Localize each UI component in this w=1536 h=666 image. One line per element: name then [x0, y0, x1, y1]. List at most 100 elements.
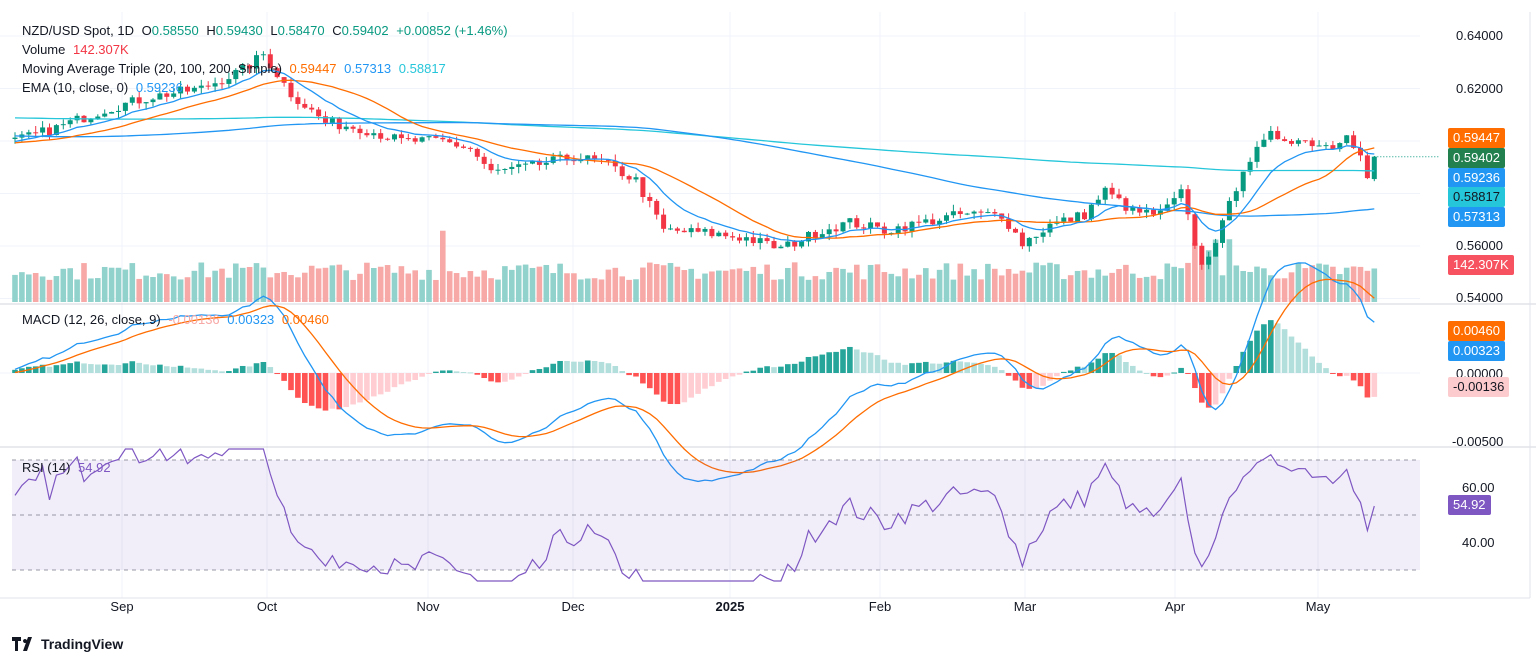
candle-body [1047, 223, 1053, 233]
macd-histogram-bar [1357, 373, 1364, 387]
macd-histogram-bar [1081, 366, 1088, 373]
candle-body [543, 162, 549, 165]
macd-histogram-bar [522, 373, 529, 374]
volume-bar [191, 270, 198, 302]
macd-tick: -0.00500 [1452, 434, 1504, 449]
candle-body [964, 213, 970, 215]
candle-body [1371, 156, 1377, 180]
macd-histogram-bar [384, 373, 391, 392]
candle-body [47, 127, 52, 136]
macd-histogram-bar [1054, 373, 1060, 377]
volume-bar [729, 269, 736, 302]
volume-bar [302, 272, 308, 302]
candle-body [1006, 218, 1012, 229]
macd-histogram-bar [274, 373, 280, 375]
candle-body [1075, 212, 1081, 222]
tradingview-logo[interactable]: TradingView [12, 636, 123, 652]
macd-histogram-bar [474, 373, 481, 375]
macd-histogram-bar [1288, 336, 1295, 373]
macd-histogram-bar [536, 368, 543, 373]
volume-bar [1019, 270, 1026, 302]
price-tick: 0.54000 [1456, 290, 1503, 305]
macd-tag: 0.00323 [1448, 341, 1505, 361]
volume-bar [1178, 268, 1184, 302]
volume-bar [571, 273, 577, 302]
candle-body [309, 107, 315, 110]
macd-histogram-bar [1130, 365, 1136, 373]
volume-bar [239, 267, 246, 302]
volume-bar [736, 268, 743, 302]
volume-bar [633, 279, 639, 302]
macd-histogram-bar [350, 373, 356, 405]
tradingview-logo-icon [12, 637, 32, 651]
macd-histogram-bar [1302, 348, 1309, 373]
macd-histogram-bar [260, 362, 267, 373]
candle-body [267, 54, 273, 69]
macd-histogram-bar [157, 364, 163, 373]
candle-body [750, 237, 756, 244]
candle-body [612, 160, 618, 167]
candle-body [661, 214, 667, 229]
candle-body [1351, 135, 1357, 148]
macd-histogram-bar [1309, 356, 1315, 373]
ema-legend[interactable]: EMA (10, close, 0) 0.59236 [22, 80, 183, 95]
volume-bar [653, 264, 660, 302]
macd-histogram-bar [1067, 370, 1074, 373]
volume-bar [322, 267, 329, 302]
candle-body [875, 222, 880, 227]
candle-body [1282, 139, 1288, 142]
close-price-tag: 0.59402 [1448, 148, 1505, 168]
volume-bar [1061, 279, 1067, 302]
macd-histogram-bar [985, 365, 991, 373]
low-value: 0.58470 [277, 23, 325, 38]
macd-histogram-bar [716, 373, 722, 382]
volume-bar [488, 278, 494, 302]
candle-body [1289, 141, 1294, 144]
ma-triple-legend[interactable]: Moving Average Triple (20, 100, 200, Sim… [22, 61, 446, 76]
volume-bar [1012, 273, 1019, 302]
volume-bar [495, 279, 501, 302]
candle-body [378, 133, 384, 139]
candle-body [74, 115, 80, 121]
candle-body [1185, 189, 1191, 215]
macd-histogram-bar [1192, 373, 1198, 389]
candle-body [1330, 145, 1336, 150]
candle-body [1240, 171, 1246, 192]
volume-bar [667, 262, 674, 302]
close-value: 0.59402 [341, 23, 389, 38]
candle-body [1130, 207, 1136, 211]
candle-body [1247, 161, 1253, 172]
macd-histogram-bar [660, 373, 667, 402]
volume-bar [260, 267, 267, 302]
volume-legend[interactable]: Volume 142.307K [22, 42, 129, 57]
volume-bar [19, 272, 25, 302]
macd-histogram-bar [543, 367, 550, 373]
macd-histogram-bar [19, 368, 25, 373]
macd-histogram-bar [1095, 358, 1102, 373]
volume-bar [647, 262, 653, 302]
candle-body [709, 228, 715, 237]
volume-bar [1357, 266, 1364, 302]
macd-legend[interactable]: MACD (12, 26, close, 9) -0.00136 0.00323… [22, 312, 329, 327]
volume-bar [295, 277, 301, 302]
volume-bar [860, 279, 867, 302]
macd-histogram-bar [1026, 373, 1033, 389]
volume-bar [336, 264, 343, 302]
macd-histogram-bar [1268, 320, 1274, 373]
candle-body [1019, 232, 1025, 247]
volume-bar [405, 273, 412, 302]
candle-body [461, 146, 466, 148]
volume-bar [150, 277, 156, 302]
rsi-legend[interactable]: RSI (14) 54.92 [22, 460, 111, 475]
macd-histogram-bar [515, 373, 522, 377]
volume-bar [12, 274, 18, 302]
volume-bar [778, 279, 784, 302]
candle-body [440, 137, 446, 140]
candle-body [1116, 194, 1122, 199]
macd-histogram-bar [12, 369, 18, 373]
candle-body [350, 126, 356, 129]
x-tick: Mar [1013, 599, 1037, 614]
volume-bar [440, 230, 446, 302]
volume-bar [198, 262, 205, 302]
